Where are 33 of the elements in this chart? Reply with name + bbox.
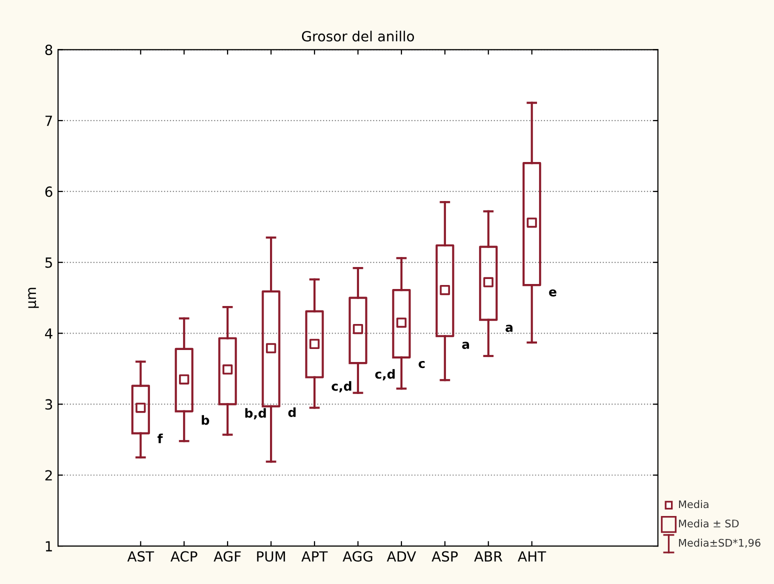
x-tick-label: AGG [342, 551, 372, 562]
x-tick-label: ADV [386, 551, 416, 562]
annotation: b,d [245, 408, 266, 420]
text: Media [679, 500, 708, 508]
x-tick-label: AST [127, 551, 154, 562]
annotation: a [462, 342, 470, 349]
x-tick-label: APT [301, 551, 328, 562]
x-tick-label: ACP [170, 551, 198, 562]
annotation: e [549, 289, 556, 297]
y-tick-label: 5 [45, 258, 52, 268]
y-tick-label: 6 [45, 186, 52, 197]
annotation: a [506, 324, 512, 332]
x-tick-label: AGF [214, 551, 241, 562]
y-tick-label: 2 [45, 470, 52, 480]
y-tick-label: 1 [46, 541, 52, 552]
x-tick-label: AHT [518, 551, 546, 562]
x-tick-label: ABR [474, 551, 502, 562]
y-tick-label: 7 [45, 116, 52, 126]
y-tick-label: 3 [45, 399, 52, 410]
annotation: d [288, 407, 296, 418]
annotation: c [418, 360, 425, 368]
y-tick-label: 8 [45, 44, 52, 56]
x-tick-label: ASP [432, 551, 458, 562]
chart-title: Grosor del anillo [302, 30, 414, 42]
annotation: f [158, 434, 163, 444]
y-axis-title: µm [28, 288, 39, 308]
text: Media±SD*1,96 [679, 538, 760, 548]
y-tick-label: 4 [45, 328, 52, 339]
x-tick-label: PUM [257, 551, 285, 562]
text: Media ± SD [679, 519, 739, 528]
annotation: c,d [375, 369, 395, 380]
annotation: b [202, 415, 210, 425]
annotation: c,d [332, 381, 352, 392]
